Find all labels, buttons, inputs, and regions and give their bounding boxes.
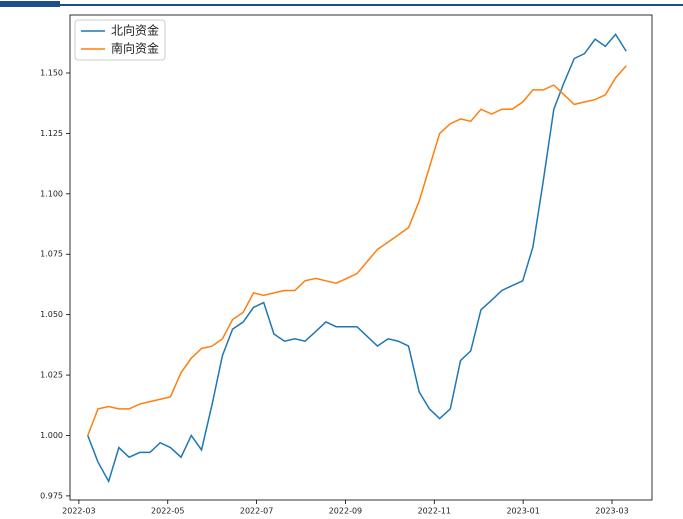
x-tick-label: 2022-05 — [151, 507, 184, 516]
x-tick-label: 2022-07 — [240, 507, 273, 516]
header-accent — [0, 1, 60, 7]
x-tick-label: 2022-03 — [62, 507, 95, 516]
legend-label: 北向资金 — [111, 23, 159, 38]
header-rule — [0, 4, 683, 6]
legend-label: 南向资金 — [111, 41, 159, 56]
y-tick-label: 1.025 — [40, 371, 63, 380]
y-tick-label: 1.125 — [40, 129, 63, 138]
x-tick-label: 2022-09 — [329, 507, 362, 516]
plot-frame — [69, 14, 653, 501]
series-line — [87, 65, 627, 436]
x-tick-label: 2023-03 — [595, 507, 628, 516]
legend-box — [74, 19, 166, 61]
y-tick-label: 1.000 — [40, 431, 63, 440]
y-tick-label: 1.075 — [40, 250, 63, 259]
x-tick-label: 2022-11 — [418, 507, 451, 516]
y-tick-label: 0.975 — [40, 491, 63, 500]
y-tick-label: 1.100 — [40, 189, 63, 198]
y-tick-label: 1.150 — [40, 68, 63, 77]
series-line — [87, 33, 627, 484]
y-tick-label: 1.050 — [40, 310, 63, 319]
x-tick-label: 2023-01 — [506, 507, 539, 516]
